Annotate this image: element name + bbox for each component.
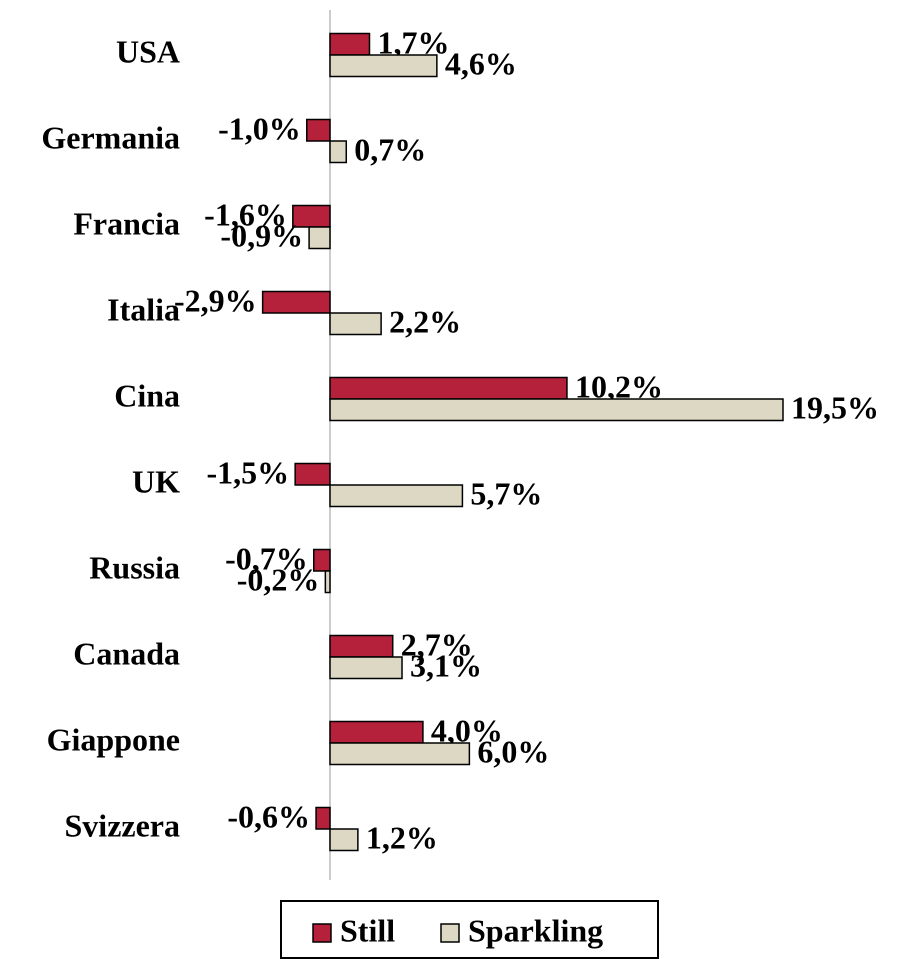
- bar: [329, 634, 394, 658]
- data-label: 1,2%: [366, 819, 438, 855]
- legend-box: [280, 900, 659, 959]
- data-label: -1,5%: [206, 454, 289, 490]
- bar: [315, 806, 331, 830]
- bar: [329, 398, 784, 422]
- data-label: 4,6%: [445, 45, 517, 81]
- category-label: Germania: [41, 119, 180, 155]
- data-label: 19,5%: [791, 389, 879, 425]
- category-label: Cina: [114, 377, 180, 413]
- legend-label: Sparkling: [468, 912, 603, 948]
- bar: [329, 742, 471, 766]
- bar: [329, 828, 359, 852]
- data-label: -0,7%: [225, 540, 308, 576]
- category-label: Svizzera: [65, 807, 181, 843]
- legend-label: Still: [340, 912, 395, 948]
- bar: [329, 32, 371, 56]
- bar: [329, 656, 403, 680]
- legend-swatch: [312, 923, 332, 943]
- data-label: -0,9%: [220, 217, 303, 253]
- legend-swatch: [440, 923, 460, 943]
- bar: [261, 290, 331, 314]
- category-label: Italia: [107, 291, 180, 327]
- category-label: Giappone: [47, 721, 180, 757]
- bar: [306, 118, 331, 142]
- bar: [294, 462, 331, 486]
- category-label: Canada: [73, 635, 180, 671]
- bar: [329, 720, 424, 744]
- data-label: -1,0%: [218, 110, 301, 146]
- bar: [329, 484, 464, 508]
- data-label: 3,1%: [410, 647, 482, 683]
- bar: [308, 226, 331, 250]
- data-label: 2,2%: [389, 303, 461, 339]
- bar: [329, 54, 438, 78]
- category-label: Russia: [89, 549, 180, 585]
- data-label: 5,7%: [470, 475, 542, 511]
- bar: [324, 570, 331, 594]
- data-label: 6,0%: [477, 733, 549, 769]
- bar: [329, 376, 568, 400]
- bar: [312, 548, 331, 572]
- data-label: -0,6%: [227, 798, 310, 834]
- data-label: -1,6%: [204, 196, 287, 232]
- data-label: 0,7%: [354, 131, 426, 167]
- category-label: Francia: [73, 205, 180, 241]
- data-label: 2,7%: [401, 626, 473, 662]
- bar: [329, 140, 348, 164]
- category-label: USA: [116, 33, 180, 69]
- category-label: UK: [132, 463, 180, 499]
- bar: [329, 312, 382, 336]
- data-label: -0,2%: [237, 561, 320, 597]
- data-label: -2,9%: [174, 282, 257, 318]
